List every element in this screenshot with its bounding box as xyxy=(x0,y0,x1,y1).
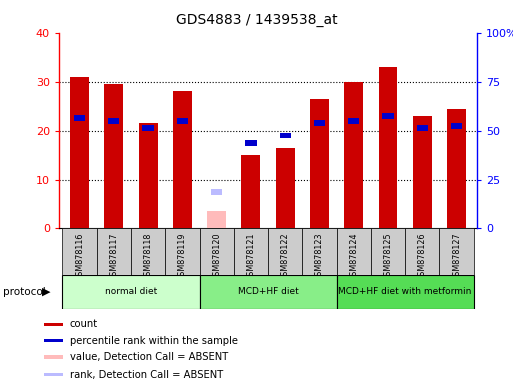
Bar xyxy=(379,67,398,228)
Bar xyxy=(143,125,154,131)
Text: value, Detection Call = ABSENT: value, Detection Call = ABSENT xyxy=(70,352,228,362)
Text: GSM878127: GSM878127 xyxy=(452,232,461,281)
Bar xyxy=(173,91,192,228)
Bar xyxy=(96,228,131,275)
Bar xyxy=(207,211,226,228)
Bar xyxy=(176,118,188,124)
Bar xyxy=(211,189,222,195)
Text: GSM878117: GSM878117 xyxy=(109,232,119,281)
Bar xyxy=(105,84,123,228)
Bar xyxy=(413,116,431,228)
Text: count: count xyxy=(70,319,98,329)
Bar xyxy=(348,118,360,124)
Text: MCD+HF diet with metformin: MCD+HF diet with metformin xyxy=(339,287,472,296)
Text: GSM878123: GSM878123 xyxy=(315,232,324,281)
Text: normal diet: normal diet xyxy=(105,287,157,296)
Text: GSM878121: GSM878121 xyxy=(246,232,255,281)
Bar xyxy=(108,118,120,124)
Text: ▶: ▶ xyxy=(42,287,50,297)
Bar xyxy=(139,123,157,228)
Bar xyxy=(63,275,200,309)
Text: rank, Detection Call = ABSENT: rank, Detection Call = ABSENT xyxy=(70,370,223,380)
Text: GSM878119: GSM878119 xyxy=(178,232,187,281)
Bar xyxy=(337,228,371,275)
Bar xyxy=(131,228,165,275)
Bar xyxy=(44,373,63,376)
Text: GSM878120: GSM878120 xyxy=(212,232,221,281)
Bar xyxy=(44,323,63,326)
Bar xyxy=(302,228,337,275)
Bar xyxy=(245,140,256,146)
Bar xyxy=(314,120,325,126)
Text: GSM878125: GSM878125 xyxy=(384,232,392,281)
Bar xyxy=(417,125,428,131)
Bar xyxy=(337,275,473,309)
Text: GSM878124: GSM878124 xyxy=(349,232,358,281)
Text: GSM878116: GSM878116 xyxy=(75,232,84,281)
Bar xyxy=(268,228,302,275)
Text: MCD+HF diet: MCD+HF diet xyxy=(238,287,299,296)
Bar xyxy=(70,77,89,228)
Bar xyxy=(242,155,260,228)
Text: GSM878118: GSM878118 xyxy=(144,232,152,281)
Bar xyxy=(74,115,85,121)
Bar xyxy=(234,228,268,275)
Bar xyxy=(44,356,63,359)
Text: GSM878122: GSM878122 xyxy=(281,232,290,281)
Bar xyxy=(440,228,473,275)
Bar xyxy=(200,228,234,275)
Bar xyxy=(344,81,363,228)
Bar xyxy=(310,99,329,228)
Bar xyxy=(44,339,63,342)
Bar xyxy=(405,228,440,275)
Bar xyxy=(382,113,393,119)
Bar xyxy=(276,148,294,228)
Bar xyxy=(447,109,466,228)
Bar xyxy=(451,123,462,129)
Bar xyxy=(165,228,200,275)
Text: protocol: protocol xyxy=(3,287,45,297)
Text: GDS4883 / 1439538_at: GDS4883 / 1439538_at xyxy=(175,13,338,27)
Text: percentile rank within the sample: percentile rank within the sample xyxy=(70,336,238,346)
Text: GSM878126: GSM878126 xyxy=(418,232,427,281)
Bar xyxy=(200,275,337,309)
Bar xyxy=(280,132,291,138)
Bar xyxy=(63,228,96,275)
Bar xyxy=(371,228,405,275)
